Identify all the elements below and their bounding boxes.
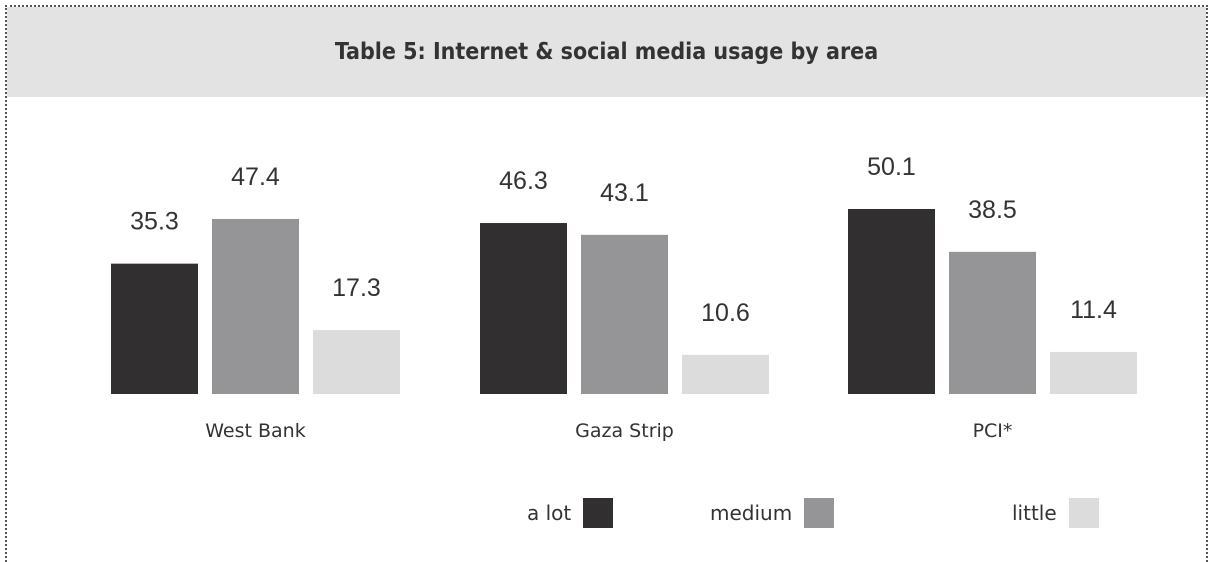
bar-gaza-strip-little: [682, 354, 769, 394]
data-label-gaza-strip-little: 10.6: [701, 299, 750, 327]
data-label-pci-little: 11.4: [1070, 296, 1117, 324]
title-bar: Table 5: Internet & social media usage b…: [7, 7, 1206, 97]
chart-frame: [5, 5, 1208, 562]
bar-gaza-strip-a-lot: [480, 223, 567, 394]
category-label-gaza-strip: Gaza Strip: [575, 420, 674, 442]
legend-label-a-lot: a lot: [527, 501, 572, 525]
bar-pci-little: [1050, 351, 1137, 394]
legend-label-medium: medium: [710, 501, 793, 525]
legend-swatch-a-lot: [583, 498, 614, 528]
data-label-gaza-strip-a-lot: 46.3: [499, 167, 548, 195]
bar-west-bank-medium: [212, 218, 299, 394]
bar-gaza-strip-medium: [581, 234, 668, 394]
bar-west-bank-a-lot: [111, 263, 198, 394]
chart-title: Table 5: Internet & social media usage b…: [334, 39, 879, 65]
data-label-pci-a-lot: 50.1: [867, 153, 916, 181]
legend: a lot medium little: [0, 498, 1213, 538]
category-label-west-bank: West Bank: [205, 420, 305, 442]
data-label-pci-medium: 38.5: [968, 196, 1017, 224]
legend-swatch-medium: [804, 498, 835, 528]
data-label-west-bank-medium: 47.4: [231, 163, 280, 191]
legend-item-medium: medium: [710, 498, 835, 528]
bar-pci-a-lot: [848, 209, 935, 394]
category-label-pci: PCI*: [973, 420, 1013, 442]
bar-chart: 35.3 47.4 17.3 West Bank 46.3 43.1 10.6 Gaza St…: [111, 153, 1137, 442]
bar-pci-medium: [949, 251, 1036, 394]
bar-west-bank-little: [313, 330, 400, 394]
legend-item-little: little: [1012, 498, 1099, 528]
data-label-west-bank-a-lot: 35.3: [130, 208, 179, 236]
legend-swatch-little: [1068, 498, 1099, 528]
legend-label-little: little: [1012, 501, 1057, 525]
data-label-west-bank-little: 17.3: [332, 274, 381, 302]
data-label-gaza-strip-medium: 43.1: [600, 179, 649, 207]
legend-item-a-lot: a lot: [527, 498, 614, 528]
